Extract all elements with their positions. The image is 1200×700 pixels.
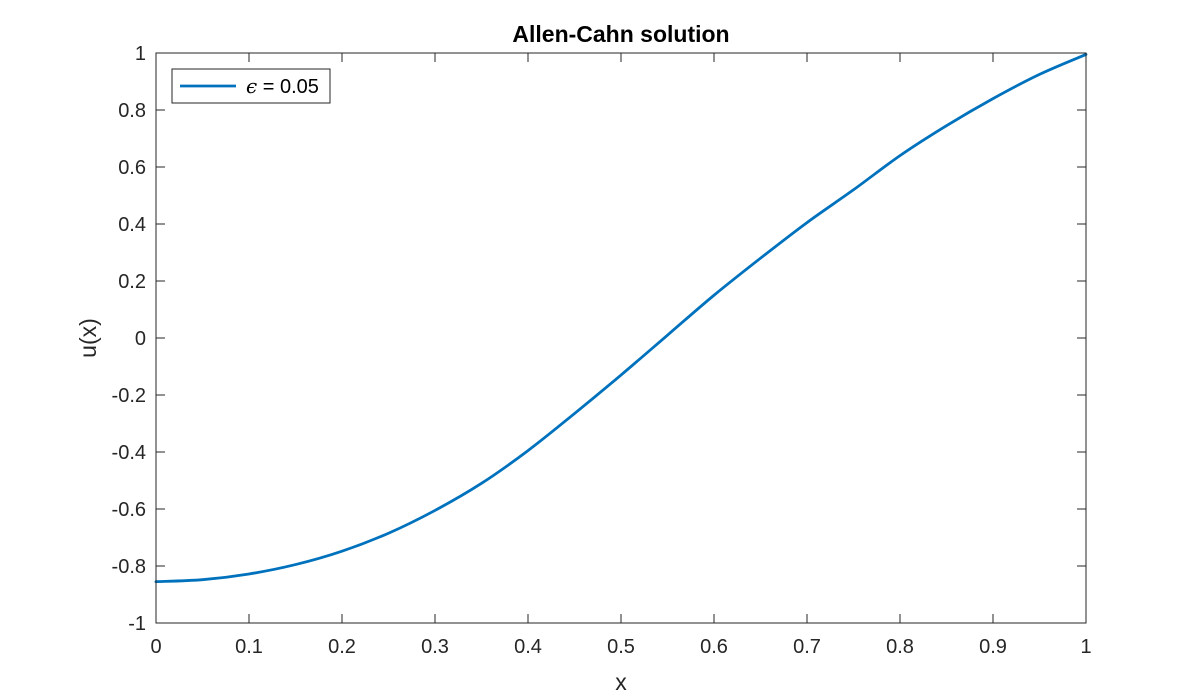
y-tick-label: 0.6 [118,157,146,179]
y-axis-title: u(x) [75,318,101,358]
y-tick-label: 1 [135,43,146,65]
y-tick-label: 0.4 [118,214,146,236]
x-tick-label: 0.7 [793,636,821,658]
legend-epsilon-symbol: ϵ [246,74,257,98]
y-tick-label: -0.8 [112,556,146,578]
y-tick-label: -0.6 [112,499,146,521]
x-tick-label: 0.1 [235,636,263,658]
y-tick-label: 0.8 [118,100,146,122]
y-tick-label: 0.2 [118,271,146,293]
legend-value-text: = 0.05 [257,76,319,98]
x-tick-label: 0 [150,636,161,658]
axes-frame [155,52,1087,624]
x-axis-title: x [615,669,627,695]
x-tick-label: 0.4 [514,636,542,658]
x-tick-label: 0.9 [979,636,1007,658]
x-tick-label: 0.2 [328,636,356,658]
legend: ϵ = 0.05 [171,68,331,104]
legend-label: ϵ = 0.05 [246,74,319,98]
y-tick-labels: -1 -0.8 -0.6 -0.4 -0.2 0 0.2 0.4 0.6 0.8 1 [112,43,146,635]
series-line-epsilon-0.05 [154,53,1088,584]
x-tick-label: 0.6 [700,636,728,658]
plot-area [156,53,1086,623]
x-tick-label: 1 [1080,636,1091,658]
x-tick-label: 0.8 [886,636,914,658]
x-tick-labels: 0 0.1 0.2 0.3 0.4 0.5 0.6 0.7 0.8 0.9 1 [150,636,1091,658]
x-tick-label: 0.5 [607,636,635,658]
chart-title: Allen-Cahn solution [512,21,729,47]
x-tick-label: 0.3 [421,636,449,658]
y-tick-label: -0.2 [112,385,146,407]
y-tick-label: 0 [135,328,146,350]
y-tick-label: -0.4 [112,442,146,464]
y-tick-label: -1 [128,613,146,635]
